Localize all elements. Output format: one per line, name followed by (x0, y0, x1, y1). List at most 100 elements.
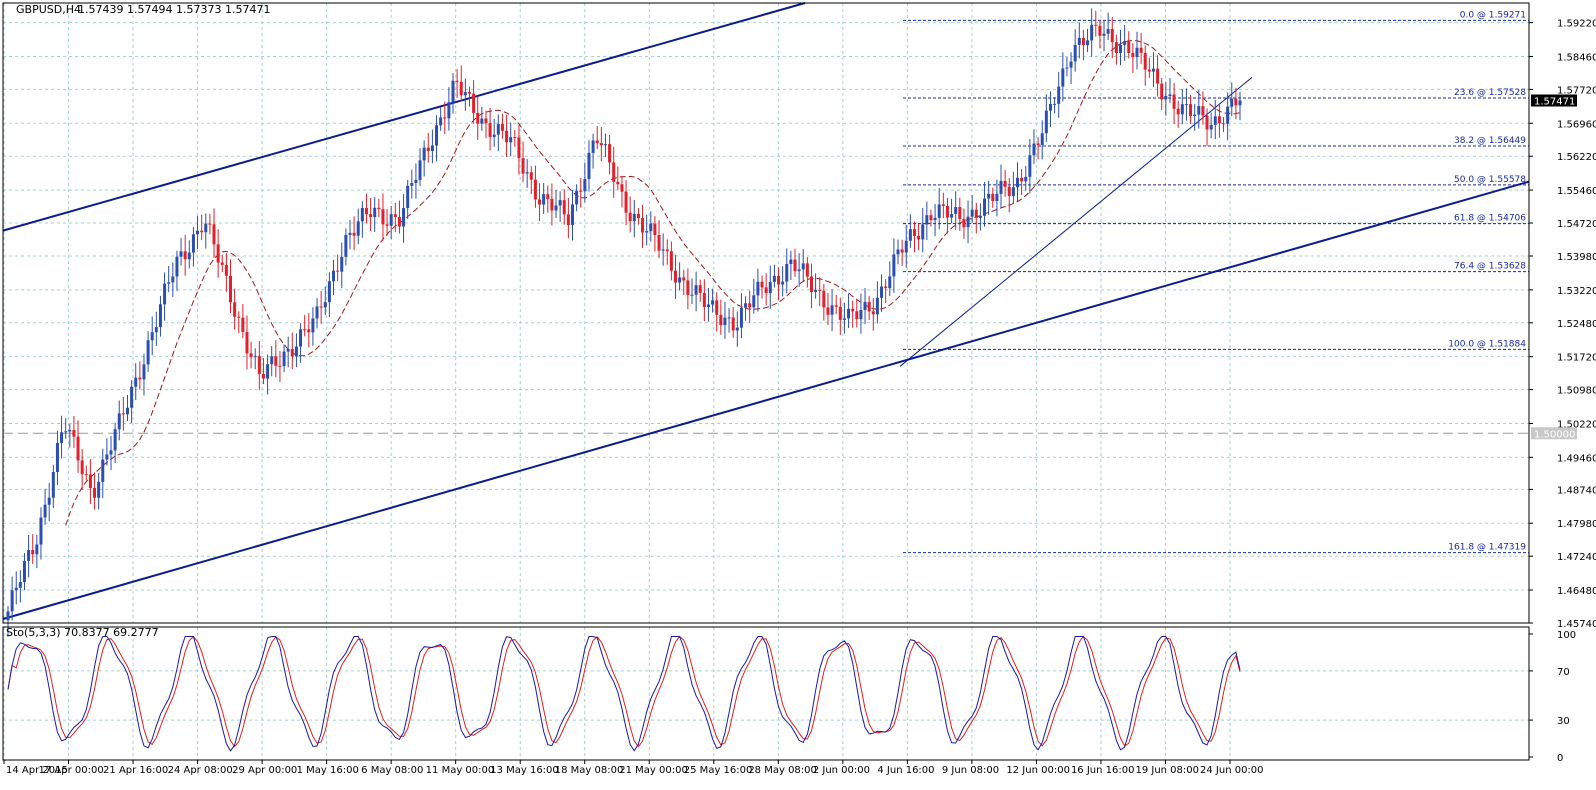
price-tick-label: 1.47980 (1557, 519, 1596, 530)
candle-body (509, 137, 513, 143)
candle-body (999, 180, 1003, 194)
time-label: 1 May 16:00 (297, 765, 359, 776)
candle-body (620, 184, 624, 192)
time-label: 17 Apr 00:00 (39, 765, 104, 776)
stochastic-pane-frame (2, 626, 1530, 761)
candle-body (1015, 177, 1019, 188)
candle-body (435, 125, 439, 146)
candle-body (117, 413, 121, 430)
candle-body (472, 93, 476, 113)
candle-body (768, 281, 772, 294)
candle-body (855, 311, 859, 320)
candle-body (492, 134, 496, 137)
candle-body (80, 460, 84, 475)
candle-body (97, 481, 101, 498)
candle-body (183, 251, 187, 260)
candle-body (744, 303, 748, 308)
candle-body (678, 277, 682, 283)
moving-average-line (65, 40, 1241, 526)
candle-body (1222, 123, 1226, 125)
current-price-box (1531, 94, 1577, 107)
candle-body (632, 213, 636, 222)
candle-body (682, 277, 686, 281)
candle-body (1135, 47, 1139, 58)
candle-body (253, 356, 257, 358)
candle-body (266, 364, 270, 379)
candle-body (72, 430, 76, 437)
candle-body (966, 216, 970, 228)
candle-body (925, 215, 929, 225)
candle-body (101, 459, 105, 482)
candle-body (109, 450, 113, 455)
candle-body (1073, 44, 1077, 62)
candle-body (505, 130, 509, 143)
candle-body (150, 332, 154, 341)
candle-body (340, 256, 344, 272)
candle-body (731, 317, 735, 331)
candle-body (760, 281, 764, 288)
price-tick-label: 1.55460 (1557, 186, 1596, 197)
candle-body (344, 234, 348, 257)
ohlc-readout: 1.57439 1.57494 1.57373 1.57471 (78, 3, 270, 16)
time-label: 28 May 08:00 (748, 765, 817, 776)
candle-body (978, 215, 982, 218)
candle-body (443, 117, 447, 119)
candle-body (278, 365, 282, 367)
candle-body (904, 240, 908, 253)
candle-body (1003, 180, 1007, 187)
price-tick-label: 1.53980 (1557, 252, 1596, 263)
price-pane-frame (2, 2, 1530, 624)
candle-body (204, 223, 208, 233)
candle-body (842, 318, 846, 320)
fib-level-label: 50.0 @ 1.55578 (1454, 175, 1526, 185)
candle-body (496, 124, 500, 135)
stochastic-signal-line (7, 635, 1241, 748)
candle-body (789, 259, 793, 265)
candle-body (1184, 104, 1188, 106)
candle-body (917, 235, 921, 240)
price-tick-label: 1.52480 (1557, 319, 1596, 330)
candle-body (35, 544, 39, 555)
price-tick-label: 1.54720 (1557, 219, 1596, 230)
candle-body (47, 497, 51, 505)
candle-body (912, 229, 916, 236)
candle-body (550, 198, 554, 211)
candle-body (10, 590, 14, 612)
candle-body (950, 213, 954, 218)
price-tick-label: 1.58460 (1557, 52, 1596, 63)
candle-body (356, 221, 360, 236)
price-tick-label: 1.59220 (1557, 19, 1596, 30)
candle-body (245, 331, 249, 354)
time-label: 29 Apr 00:00 (232, 765, 297, 776)
candle-body (241, 317, 245, 332)
candle-body (323, 302, 327, 308)
candle-body (1090, 24, 1094, 41)
candle-body (764, 287, 768, 294)
candle-body (360, 207, 364, 222)
candle-body (983, 198, 987, 216)
candle-body (76, 436, 80, 461)
candle-body (1036, 143, 1040, 146)
candle-body (937, 204, 941, 218)
candle-body (801, 263, 805, 270)
candle-body (43, 504, 47, 518)
candle-body (785, 264, 789, 282)
candle-body (851, 308, 855, 312)
candle-body (191, 234, 195, 253)
candle-body (809, 276, 813, 293)
candle-body (1147, 69, 1151, 72)
candle-body (908, 229, 912, 241)
price-tick-label: 1.48740 (1557, 485, 1596, 496)
fib-level-label: 100.0 @ 1.51884 (1448, 339, 1526, 349)
candle-body (121, 413, 125, 415)
candle-body (884, 286, 888, 289)
candle-body (1065, 67, 1069, 69)
candle-body (406, 185, 410, 209)
axes: 1.59220 1.58460 1.57720 1.56960 1.56220 1.554… (2, 2, 1596, 776)
fibonacci-levels: 0.0 @ 1.59271 23.6 @ 1.57528 38.2 @ 1.5644… (903, 10, 1529, 554)
lower-channel-line (2, 180, 1530, 620)
time-label: 19 Jun 08:00 (1135, 765, 1199, 776)
candle-body (888, 276, 892, 289)
candle-body (706, 304, 710, 308)
